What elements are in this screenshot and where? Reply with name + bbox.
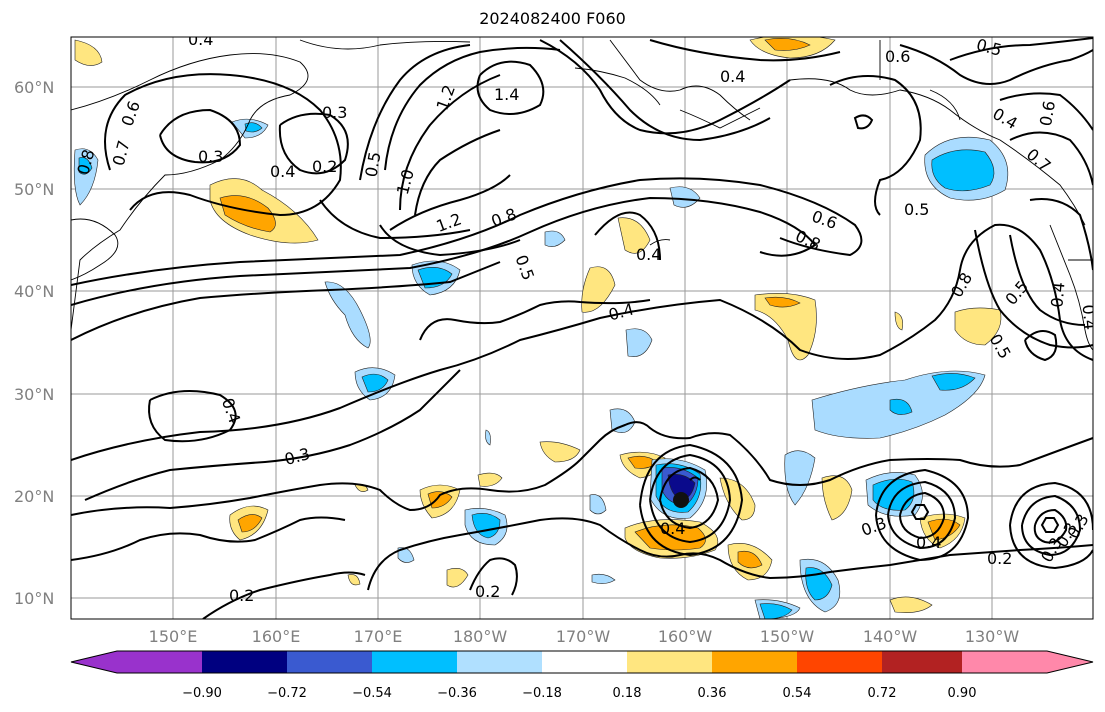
lon-label: 140°W (863, 627, 918, 646)
contour-label: 0.4 (188, 30, 213, 49)
colorbar-outline (70, 650, 1094, 674)
contour-label: 0.4 (916, 533, 941, 552)
latitude-labels: 60°N 50°N 40°N 30°N 20°N 10°N (14, 78, 54, 608)
shaded-field (73, 37, 1009, 619)
contour-label: 0.2 (312, 157, 337, 176)
contour-label: 0.3 (322, 103, 347, 122)
colorbar-segment (712, 651, 797, 673)
colorbar-segment (457, 651, 542, 673)
lon-label: 150°E (149, 627, 198, 646)
colorbar: −0.90 −0.72 −0.54 −0.36 −0.18 0.18 0.36 … (70, 650, 1094, 701)
colorbar-segment (71, 651, 202, 673)
contour-label: 0.5 (904, 200, 929, 219)
contour-label: 0.5 (361, 150, 384, 178)
contour-label: 0.2 (475, 582, 500, 601)
plot-frame (70, 36, 1094, 620)
colorbar-tick-label: 0.90 (948, 686, 977, 701)
colorbar-segment (797, 651, 882, 673)
colorbar-segment (627, 651, 712, 673)
contour-label: 0.2 (229, 586, 254, 605)
contour-label: 1.4 (494, 85, 519, 104)
colorbar-tick-label: −0.54 (352, 686, 392, 701)
colorbar-segment (962, 651, 1093, 673)
lon-label: 170°E (354, 627, 403, 646)
colorbar-segment (287, 651, 372, 673)
contour-label: 0.2 (987, 549, 1012, 568)
contour-lines (71, 37, 1093, 619)
colorbar-tick-label: 0.54 (783, 686, 812, 701)
lon-label: 170°W (556, 627, 611, 646)
colorbar-tick-label: −0.72 (267, 686, 307, 701)
colorbar-segment (202, 651, 287, 673)
map-title: 2024082400 F060 (479, 9, 626, 28)
colorbar-segment (372, 651, 457, 673)
contour-label: 0.5 (974, 35, 1004, 60)
contour-label: 0.4 (1047, 281, 1068, 308)
colorbar-tick-label: 0.36 (698, 686, 727, 701)
contour-label: 0.4 (270, 162, 295, 181)
contour-label: 0.4 (660, 519, 685, 538)
contour-label: 0.6 (1036, 99, 1059, 127)
lon-label: 160°E (252, 627, 301, 646)
coastlines (71, 39, 1093, 351)
lat-label: 50°N (14, 180, 54, 199)
contour-label: 0.3 (198, 147, 223, 166)
lat-label: 60°N (14, 78, 54, 97)
colorbar-segment (882, 651, 962, 673)
lon-label: 160°W (658, 627, 713, 646)
lat-label: 10°N (14, 589, 54, 608)
colorbar-segment (542, 651, 627, 673)
contour-label: 0.6 (885, 47, 910, 66)
colorbar-tick-label: 0.72 (868, 686, 897, 701)
low-center (673, 492, 689, 508)
lon-label: 130°W (965, 627, 1020, 646)
contour-label: 0.4 (720, 67, 745, 86)
lon-label: 150°W (760, 627, 815, 646)
lat-label: 20°N (14, 487, 54, 506)
colorbar-tick-label: 0.18 (613, 686, 642, 701)
contour-label: 0.4 (636, 245, 661, 264)
contour-label: 0.4 (1079, 304, 1100, 331)
lat-label: 40°N (14, 282, 54, 301)
gridlines (71, 37, 1093, 619)
lon-label: 180°W (453, 627, 508, 646)
colorbar-tick-label: −0.90 (182, 686, 222, 701)
lat-label: 30°N (14, 385, 54, 404)
colorbar-tick-label: −0.36 (437, 686, 477, 701)
colorbar-tick-label: −0.18 (522, 686, 562, 701)
longitude-labels: 150°E 160°E 170°E 180°W 170°W 160°W 150°… (149, 627, 1020, 646)
